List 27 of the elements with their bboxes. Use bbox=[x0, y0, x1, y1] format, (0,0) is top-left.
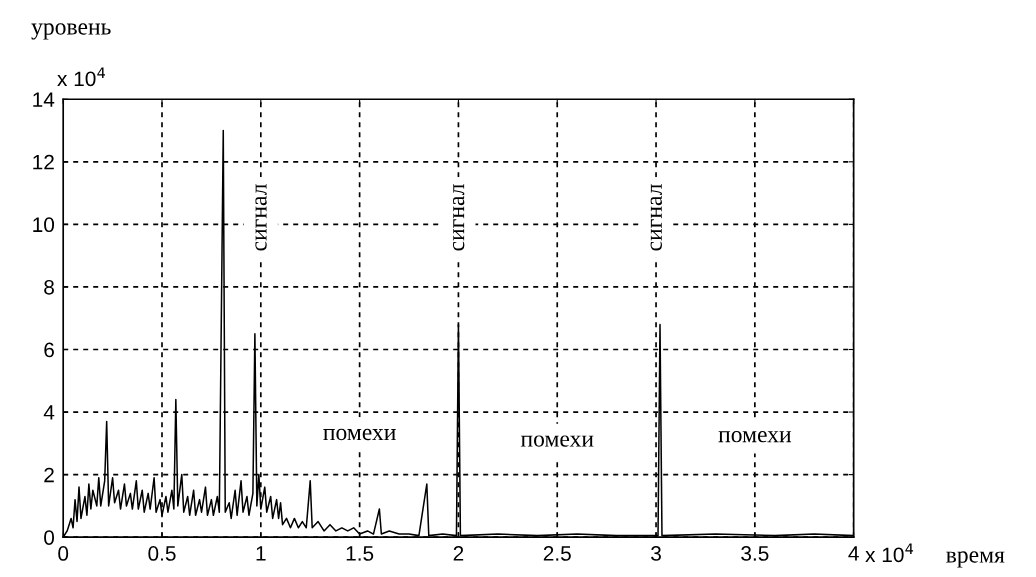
y-tick-label: 8 bbox=[44, 279, 54, 295]
x-tick-label: 3.5 bbox=[741, 546, 769, 561]
annotation: помехи bbox=[520, 435, 594, 447]
y-tick-label: 4 bbox=[43, 405, 55, 420]
x-tick-label: 0 bbox=[58, 546, 69, 561]
x-tick-label: 1 bbox=[256, 546, 266, 561]
x-tick-label: 0.5 bbox=[148, 546, 176, 561]
annotation: сигнал bbox=[650, 184, 662, 251]
annotation: сигнал bbox=[255, 184, 267, 251]
annotation: помехи bbox=[323, 428, 396, 441]
x-tick-label: 4 bbox=[848, 546, 859, 561]
y-tick-label: 10 bbox=[33, 217, 55, 233]
annotation: сигнал bbox=[452, 184, 465, 251]
annotation: помехи bbox=[718, 431, 792, 443]
text: x 10$^{4}$ bbox=[865, 543, 914, 563]
y-tick-label: 0 bbox=[44, 530, 55, 545]
y-tick-label: 2 bbox=[44, 467, 54, 483]
x-tick-label: 2 bbox=[453, 546, 464, 561]
y-axis-title: уровень bbox=[31, 23, 111, 40]
x-tick-label: 1.5 bbox=[346, 546, 374, 561]
text: x 10$^{4}$ bbox=[57, 67, 106, 87]
y-tick-label: 6 bbox=[44, 342, 54, 358]
y-tick-label: 14 bbox=[33, 92, 55, 107]
x-tick-label: 3 bbox=[651, 546, 661, 561]
x-axis-title: время bbox=[946, 551, 1005, 568]
x-tick-label: 2.5 bbox=[543, 546, 571, 561]
y-tick-label: 12 bbox=[33, 154, 54, 170]
